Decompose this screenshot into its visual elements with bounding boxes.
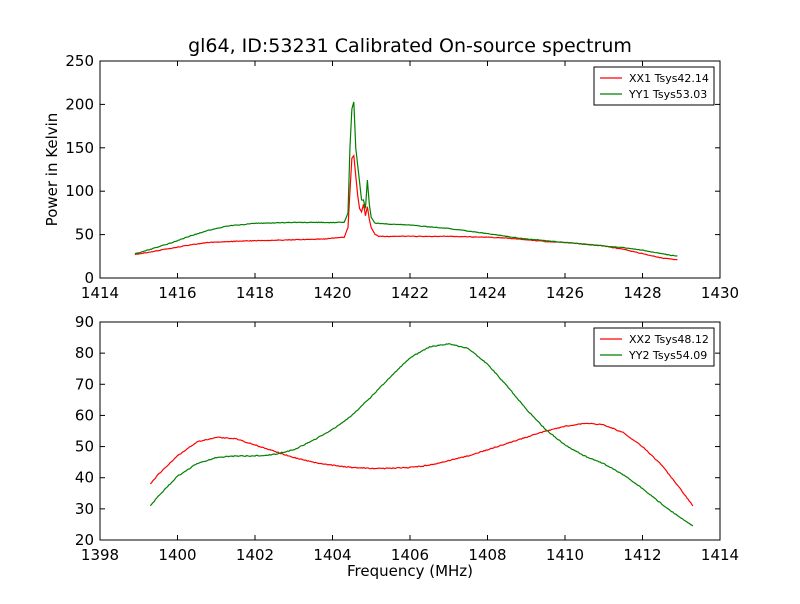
x-tick-label: 1408 [468, 546, 506, 564]
x-tick-label: 1400 [158, 546, 196, 564]
legend-label: YY2 Tsys54.09 [628, 349, 707, 362]
series-line-2-1 [149, 422, 694, 507]
y-tick-label: 50 [75, 226, 94, 244]
x-tick-label: 1418 [236, 284, 274, 302]
legend-box [593, 66, 715, 106]
x-tick-label: 1404 [313, 546, 351, 564]
legend-label: YY1 Tsys53.03 [628, 88, 707, 101]
x-tick-label: 1402 [236, 546, 274, 564]
series-line-2-2 [149, 343, 694, 527]
x-axis-label: Frequency (MHz) [347, 562, 473, 580]
y-tick-label: 150 [65, 139, 94, 157]
plot-layer: 1414 1416 1418 1420 1422 1424 1426 1428 14300501… [43, 52, 739, 564]
legend-box [593, 327, 715, 367]
x-tick-label: 1406 [391, 546, 429, 564]
y-tick-label: 70 [75, 375, 94, 393]
y-tick-label: 50 [75, 438, 94, 456]
x-tick-label: 1410 [546, 546, 584, 564]
legend-label: XX1 Tsys42.14 [629, 72, 709, 85]
y-tick-label: 60 [75, 406, 94, 424]
legend-label: XX2 Tsys48.12 [629, 333, 709, 346]
x-tick-label: 1416 [158, 284, 196, 302]
series-line-1-2 [134, 101, 678, 257]
y-tick-label: 90 [75, 313, 94, 331]
y-tick-label: 0 [84, 269, 94, 287]
x-tick-label: 1430 [701, 284, 739, 302]
y-axis-label: Power in Kelvin [43, 113, 61, 227]
y-tick-label: 80 [75, 344, 94, 362]
y-tick-label: 20 [75, 531, 94, 549]
x-tick-label: 1422 [391, 284, 429, 302]
x-tick-label: 1414 [701, 546, 739, 564]
x-tick-label: 1398 [81, 546, 119, 564]
y-tick-label: 200 [65, 95, 94, 113]
figure-title: gl64, ID:53231 Calibrated On-source spec… [188, 35, 632, 57]
x-tick-label: 1424 [468, 284, 506, 302]
chart-panel-2: 1398 1400 1402 1404 1406 1408 1410 1412 1414 20 30… [75, 313, 739, 564]
x-tick-label: 1428 [623, 284, 661, 302]
y-tick-label: 30 [75, 500, 94, 518]
x-tick-label: 1414 [81, 284, 119, 302]
x-tick-label: 1420 [313, 284, 351, 302]
x-tick-label: 1412 [623, 546, 661, 564]
y-tick-label: 40 [75, 469, 94, 487]
y-tick-label: 250 [65, 52, 94, 70]
series-line-1-1 [134, 154, 678, 261]
y-tick-label: 100 [65, 182, 94, 200]
chart-panel-1: 1414 1416 1418 1420 1422 1424 1426 1428 1430 0 50 1… [43, 52, 739, 302]
x-tick-label: 1426 [546, 284, 584, 302]
